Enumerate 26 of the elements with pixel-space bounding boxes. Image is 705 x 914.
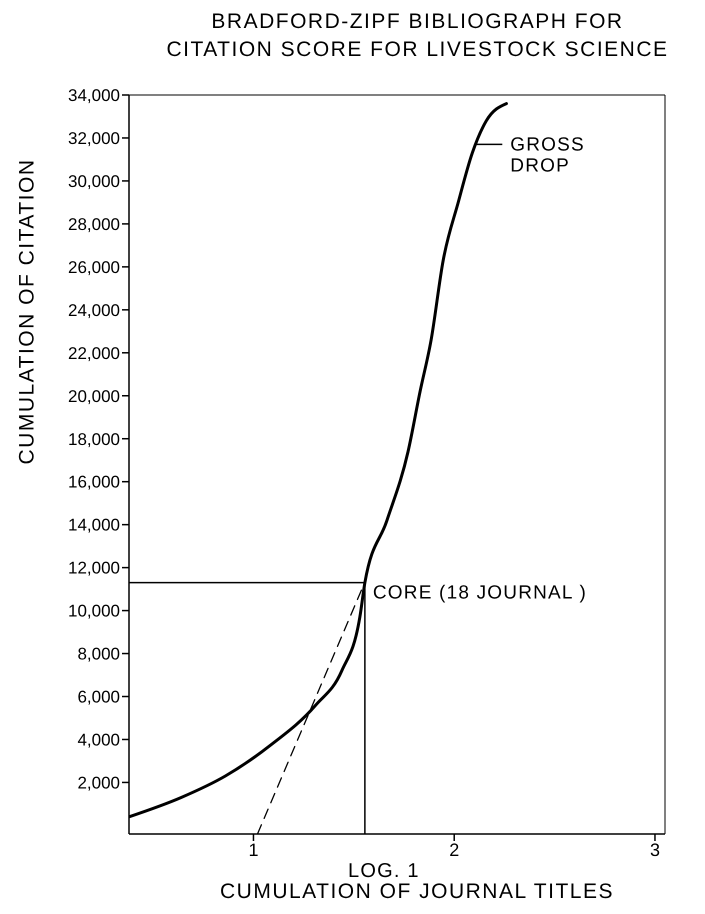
y-tick-label: 16,000 [68,472,120,492]
y-tick-label: 22,000 [68,344,120,363]
y-tick-label: 2,000 [77,773,120,792]
y-axis-title: CUMULATION OF CITATION [15,158,38,464]
x-tick-label: 1 [248,840,258,860]
y-tick-label: 24,000 [68,300,120,320]
annotation: GROSS DROP [510,134,585,176]
chart-title: BRADFORD-ZIPF BIBLIOGRAPH FOR CITATION SCORE FOR LIVESTOCK SCIENCE [165,9,670,63]
y-tick-label: 20,000 [68,386,120,406]
y-tick-label: 10,000 [68,602,120,621]
x-axis-title: CUMULATION OF JOURNAL TITLES [220,880,614,903]
y-tick-label: 14,000 [68,516,120,535]
y-tick-label: 4,000 [77,730,120,750]
y-tick-label: 18,000 [68,430,120,449]
y-tick-label: 28,000 [68,214,120,234]
x-tick-label: 3 [650,840,660,860]
y-tick-label: 8,000 [77,644,120,664]
y-tick-label: 34,000 [68,86,120,106]
y-tick-label: 12,000 [68,558,120,578]
annotation: CORE (18 JOURNAL ) [372,582,587,604]
y-tick-label: 32,000 [68,129,120,148]
text: LOG. 1 [348,860,420,883]
y-tick-label: 26,000 [68,258,120,277]
y-tick-label: 6,000 [77,688,120,707]
x-tick-label: 2 [449,840,460,860]
y-tick-label: 30,000 [68,172,120,191]
